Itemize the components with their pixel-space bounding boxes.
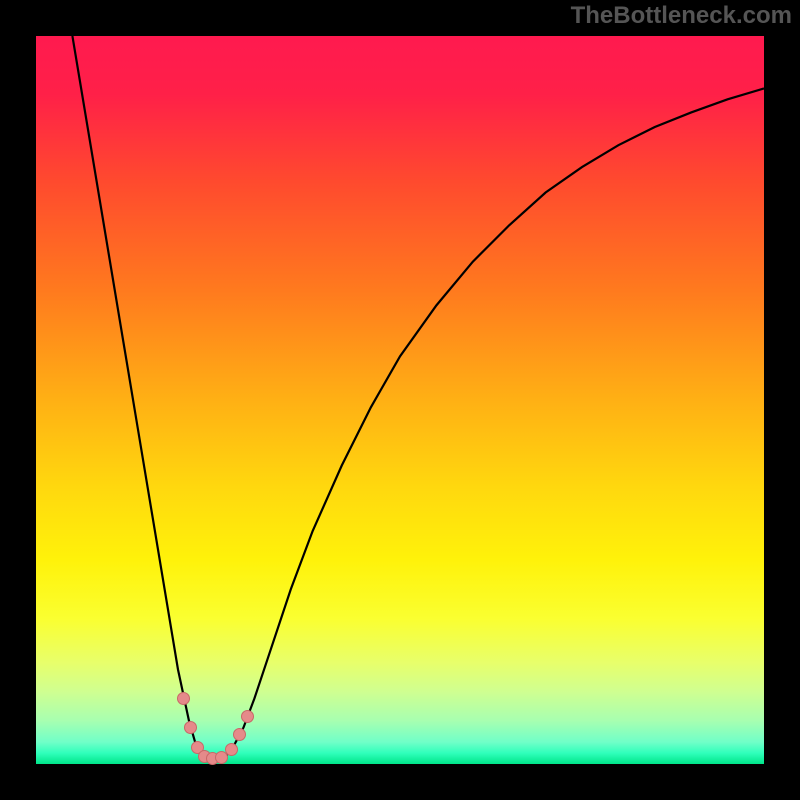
curve-marker <box>225 743 238 756</box>
curve-marker <box>177 692 190 705</box>
plot-area <box>36 36 764 764</box>
curve-marker <box>184 721 197 734</box>
curve-marker <box>241 710 254 723</box>
chart-frame: TheBottleneck.com <box>0 0 800 800</box>
curve-marker <box>233 728 246 741</box>
watermark-text: TheBottleneck.com <box>571 2 792 30</box>
marker-layer <box>36 36 764 764</box>
